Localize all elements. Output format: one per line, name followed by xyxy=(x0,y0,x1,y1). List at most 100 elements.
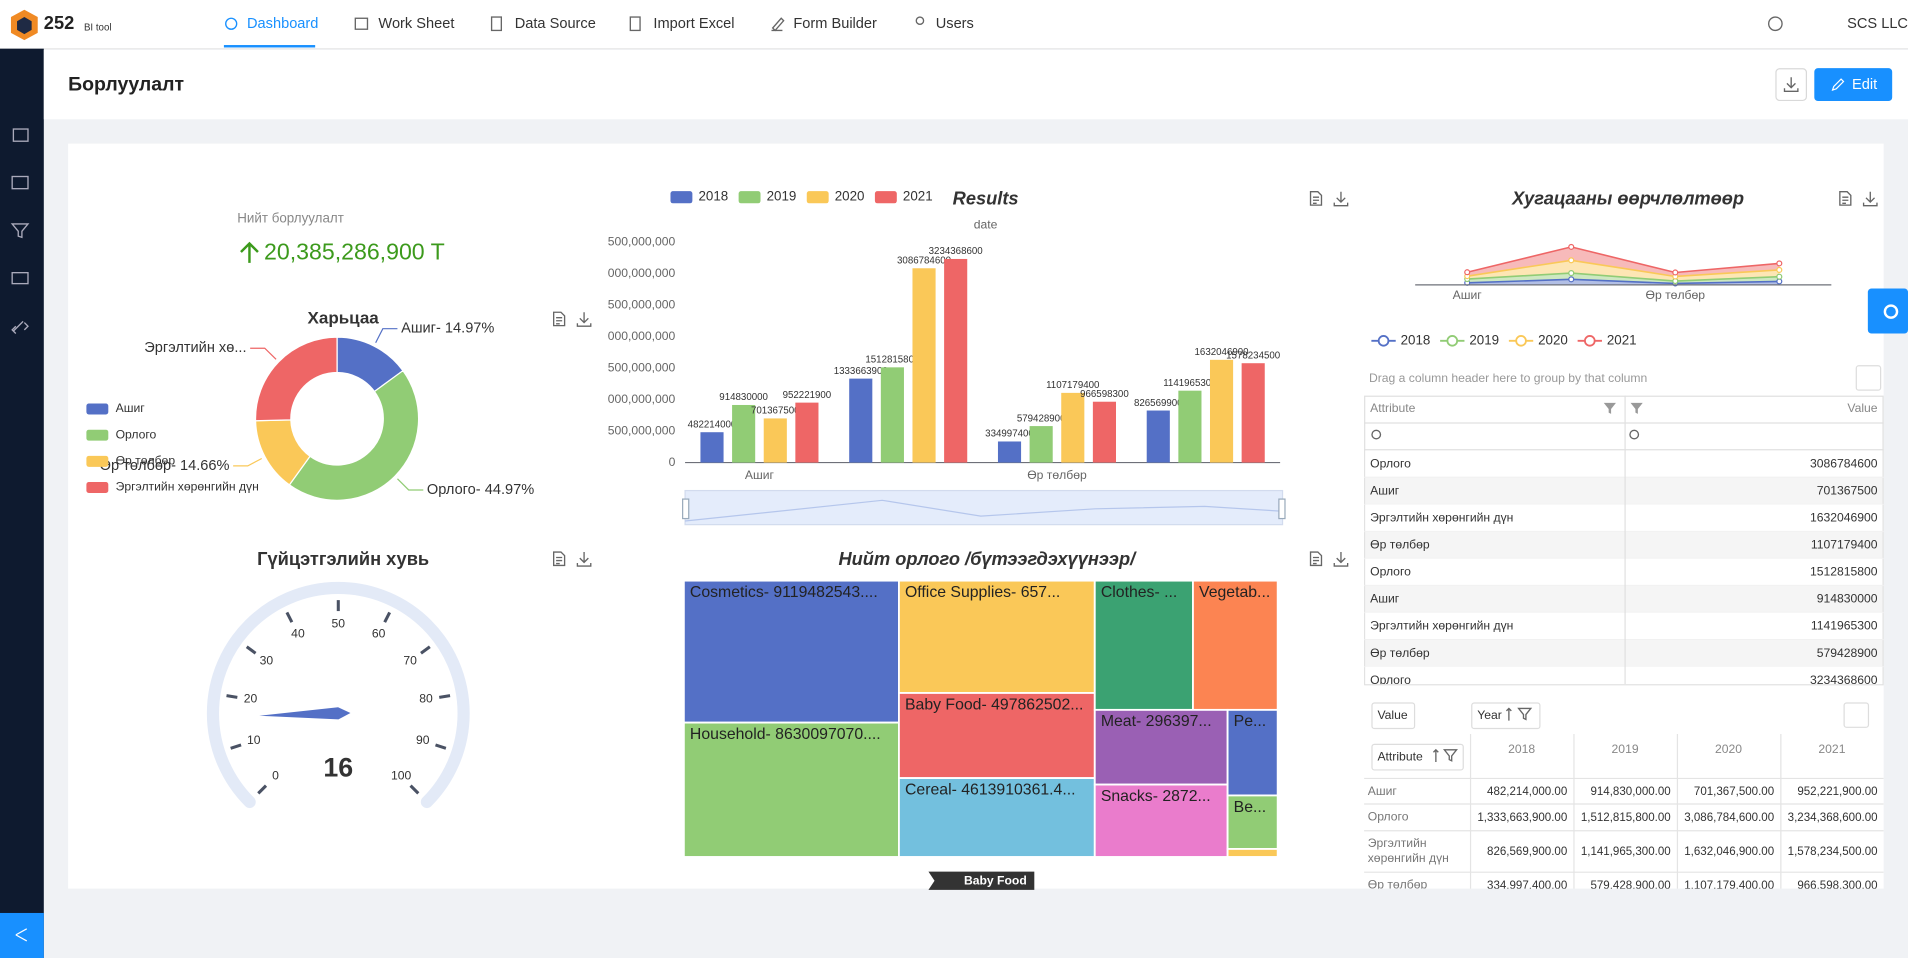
legend-swatch xyxy=(738,191,761,204)
pivot-body: 2018 2019 2020 2021 Ашиг 482,214,000.00 914,83… xyxy=(1364,734,1884,892)
sidebar-icon[interactable] xyxy=(11,272,29,285)
legend-label: 2019 xyxy=(1469,332,1499,347)
slider-handle[interactable] xyxy=(1278,498,1286,520)
bar xyxy=(997,441,1022,463)
treemap-cell xyxy=(1226,708,1279,797)
breadcrumb[interactable] xyxy=(928,871,1035,890)
grid-menu-button[interactable] xyxy=(1855,365,1882,391)
gauge-tick xyxy=(420,645,431,655)
grid-cell: 3234368600 xyxy=(1810,673,1878,687)
treemap-label: Be... xyxy=(1234,799,1267,816)
nav-tab[interactable]: Data Source xyxy=(515,16,596,32)
grid-cell: 1141965300 xyxy=(1811,619,1878,633)
treemap-cell xyxy=(898,579,1096,694)
user-name[interactable]: SCS LLC xyxy=(1847,16,1908,32)
gauge-band xyxy=(206,581,470,809)
legend-swatch xyxy=(86,429,109,441)
zoom-slider[interactable] xyxy=(684,489,1284,526)
pivot-cell: 1,107,179,400.00 xyxy=(1684,880,1774,892)
slice-label: Орлого- 44.97% xyxy=(427,482,534,498)
help-icon[interactable] xyxy=(1768,16,1783,32)
sidebar-icon[interactable] xyxy=(11,320,29,335)
x-tick-label: Ашиг xyxy=(745,468,775,482)
grid-cell: 1632046900 xyxy=(1810,511,1878,525)
pivot-field-label: Attribute xyxy=(1377,749,1423,763)
gauge-tick-label: 50 xyxy=(332,617,346,631)
tab-icon xyxy=(225,17,238,30)
settings-tab[interactable] xyxy=(1867,288,1908,334)
slider-handle[interactable] xyxy=(682,498,690,520)
grid-row xyxy=(1365,639,1883,667)
legend-marker xyxy=(1584,335,1596,347)
area-line xyxy=(1467,246,1780,274)
filter-icon[interactable] xyxy=(1603,402,1643,414)
grid-cell: Эргэлтийн хөрөнгийн дүн xyxy=(1370,619,1513,633)
slice-label: Өр төлбөр- 14.66% xyxy=(100,458,230,474)
breadcrumb-label: Baby Food xyxy=(964,874,1027,888)
share-button[interactable] xyxy=(0,912,44,958)
y-tick-label: 000,000,000 xyxy=(608,329,676,343)
x-tick-label: Өр төлбөр xyxy=(1027,468,1087,482)
pivot-field-label: Year xyxy=(1477,708,1502,722)
gauge-tick xyxy=(383,611,392,623)
nav-tab[interactable]: Users xyxy=(936,16,974,32)
sidebar-icon[interactable] xyxy=(10,223,30,239)
tab-icon xyxy=(771,17,785,32)
gauge-tick xyxy=(409,784,420,795)
active-tab-underline xyxy=(223,45,316,48)
x-tick-label: Өр төлбөр xyxy=(1646,288,1706,302)
legend-label: Ашиг xyxy=(116,401,146,415)
axis-title: date xyxy=(974,217,998,231)
bar-value-label: 3086784600 xyxy=(897,256,952,267)
settings-icon xyxy=(1883,304,1899,319)
treemap-cell xyxy=(1226,794,1279,850)
y-tick-label: 500,000,000 xyxy=(608,360,676,374)
sidebar-icon[interactable] xyxy=(11,175,29,190)
gauge-tick xyxy=(245,645,257,655)
bar-value-label: 1632046900 xyxy=(1195,347,1250,358)
treemap-label: Clothes- ... xyxy=(1101,584,1177,601)
pie-slice xyxy=(288,369,420,501)
sidebar-icon[interactable] xyxy=(12,128,29,142)
gauge-tick xyxy=(285,611,294,623)
pivot-field[interactable] xyxy=(1471,702,1541,730)
nav-tab[interactable]: Dashboard xyxy=(247,16,318,32)
y-tick-label: 000,000,000 xyxy=(608,392,676,406)
y-tick-label: 0 xyxy=(669,455,676,469)
gauge-tick-label: 10 xyxy=(247,733,261,747)
y-tick-label: 500,000,000 xyxy=(608,234,676,248)
bar xyxy=(1178,390,1202,463)
tab-icon xyxy=(629,16,641,32)
nav-tab[interactable]: Work Sheet xyxy=(378,16,454,32)
logo-inner xyxy=(17,17,32,35)
pivot-field[interactable] xyxy=(1371,702,1416,730)
treemap-label: Cosmetics- 9119482543.... xyxy=(690,584,878,601)
pivot-field[interactable] xyxy=(1371,743,1464,771)
edit-button[interactable] xyxy=(1814,68,1893,102)
grid-row xyxy=(1365,666,1883,685)
kpi-label: Нийт борлуулалт xyxy=(237,211,344,226)
area-line xyxy=(1467,272,1780,282)
bar-value-label: 701367500 xyxy=(751,406,800,417)
pivot-cell: 1,632,046,900.00 xyxy=(1684,846,1774,858)
share-icon xyxy=(15,928,28,942)
tab-icon xyxy=(490,16,503,32)
grid-row xyxy=(1365,504,1883,532)
pivot-menu-button[interactable] xyxy=(1843,702,1870,728)
sort-filter-icon[interactable] xyxy=(1505,707,1533,721)
bar xyxy=(944,258,968,463)
grid-cell: Ашиг xyxy=(1370,484,1400,498)
column-header: Attribute xyxy=(1370,401,1416,415)
grid-cell: Өр төлбөр xyxy=(1370,646,1430,660)
legend-marker xyxy=(1515,335,1527,347)
x-tick-label: Ашиг xyxy=(1453,288,1483,302)
pivot-col-header: 2018 xyxy=(1508,742,1535,756)
nav-tab[interactable]: Form Builder xyxy=(793,16,877,32)
bar-value-label: 1141965300 xyxy=(1163,378,1217,389)
top-nav xyxy=(0,0,1908,49)
legend-label: 2021 xyxy=(1607,332,1637,347)
nav-tab[interactable]: Import Excel xyxy=(653,16,734,32)
grid-row xyxy=(1365,477,1883,505)
sort-filter-icon[interactable] xyxy=(1432,748,1458,763)
group-hint: Drag a column header here to group by th… xyxy=(1369,371,1647,385)
